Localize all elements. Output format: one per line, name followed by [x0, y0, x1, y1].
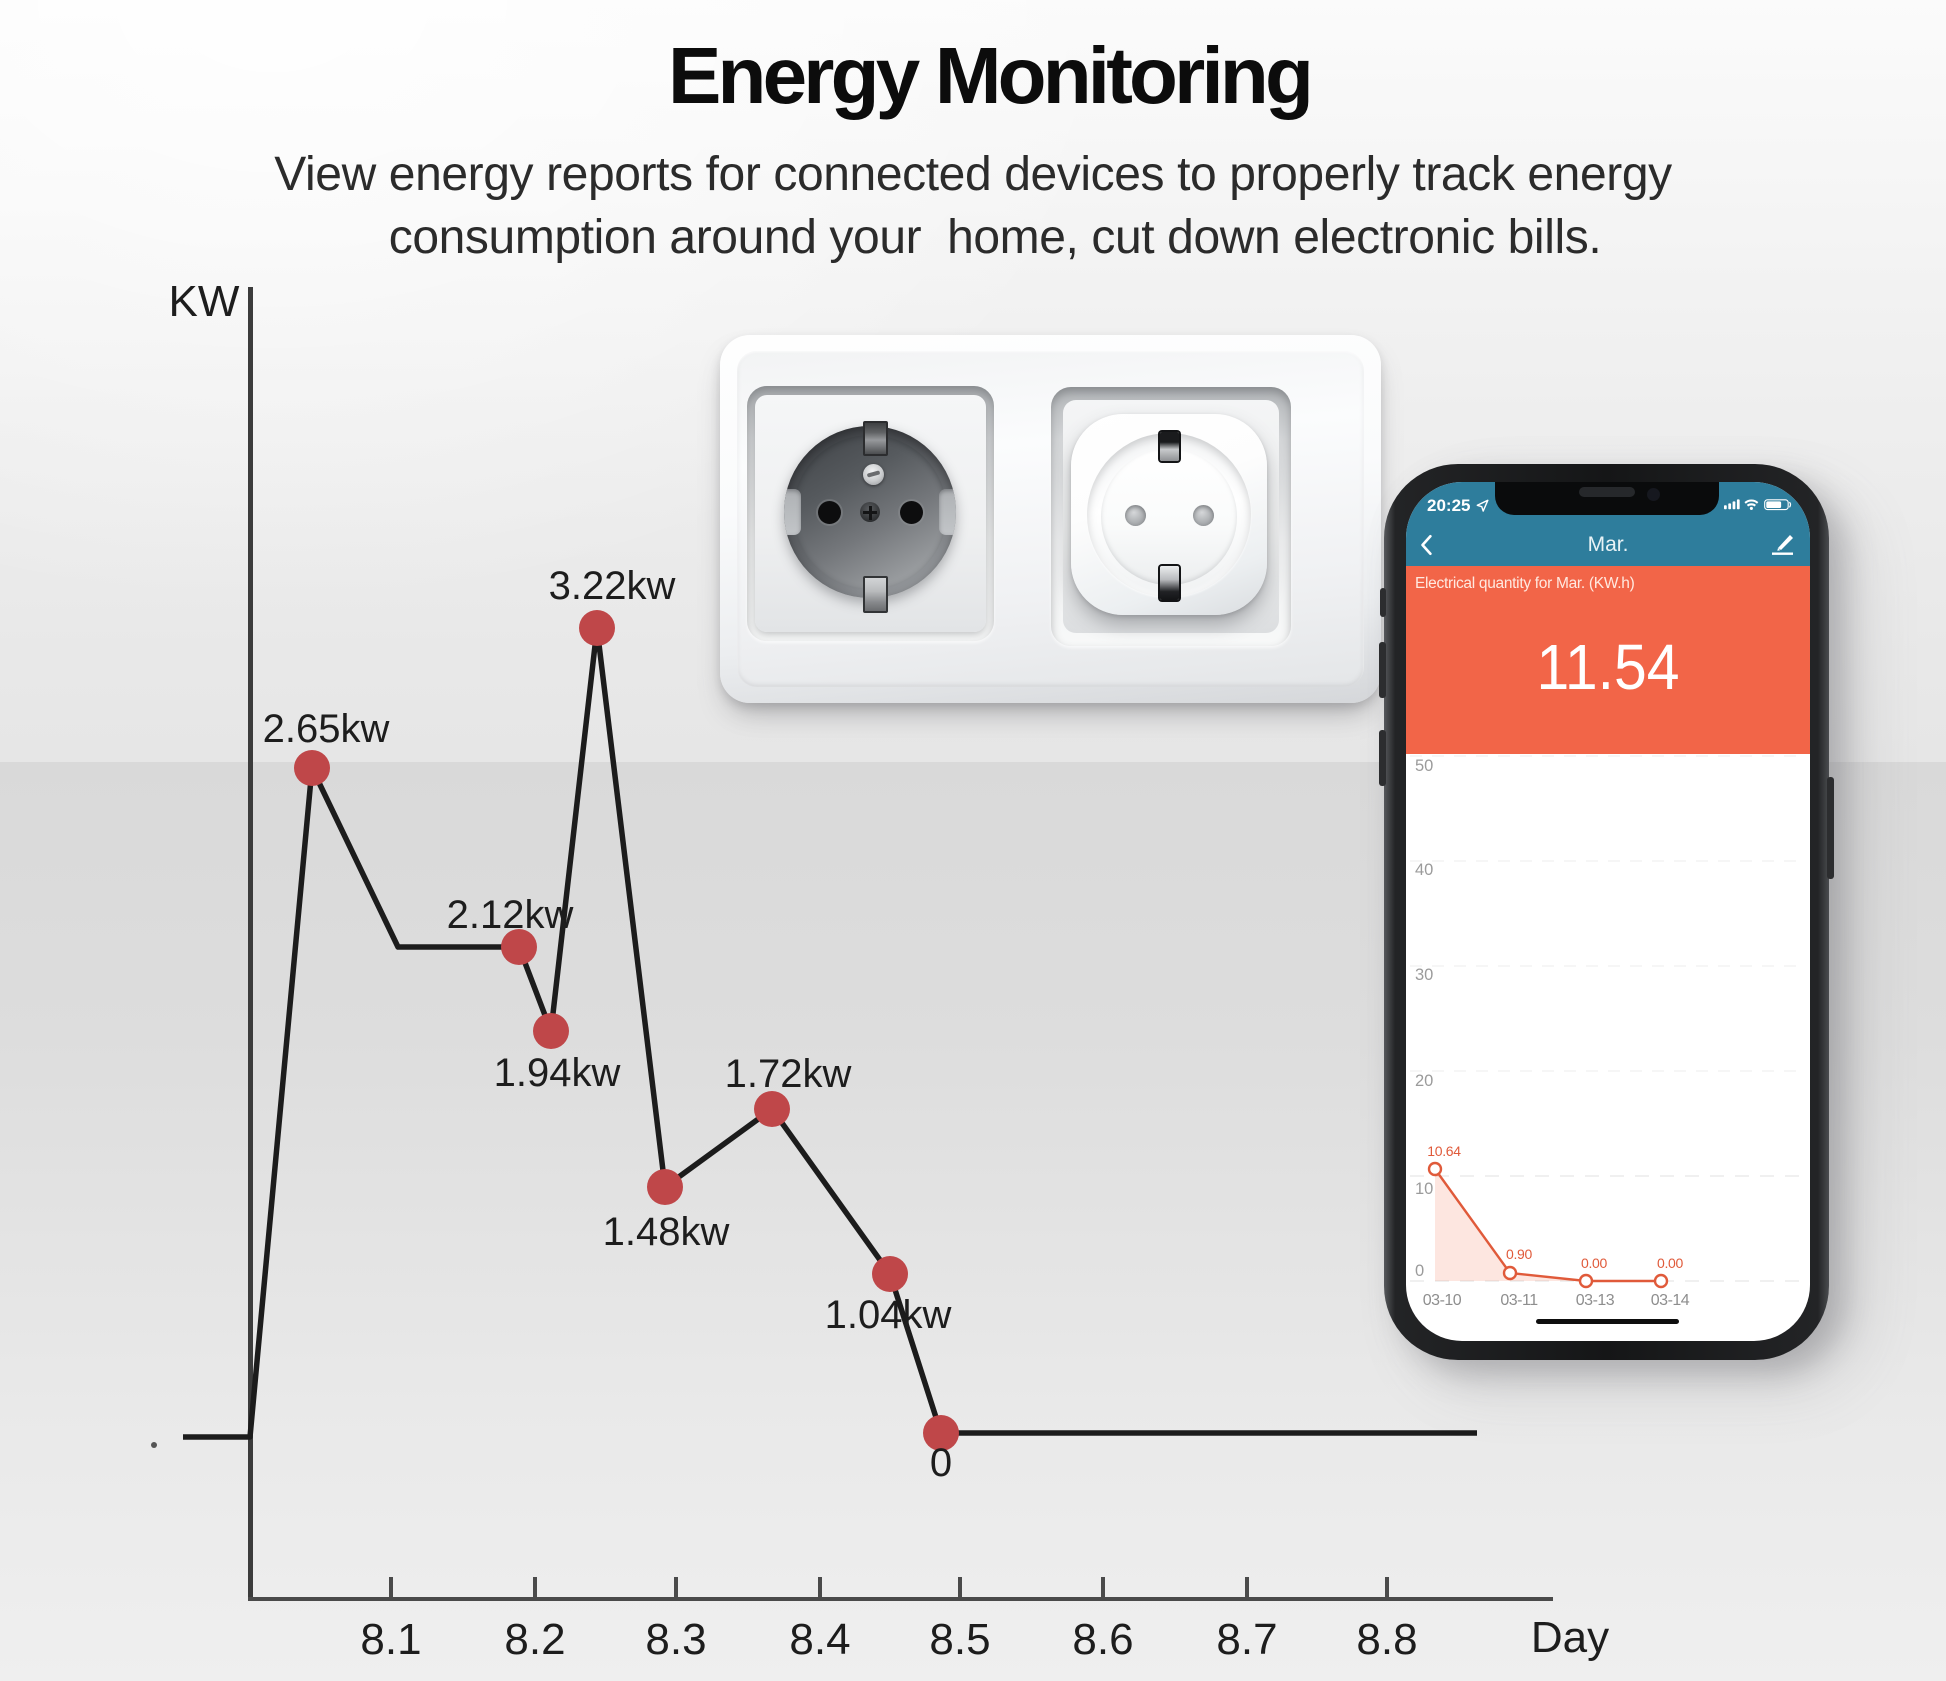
svg-text:2.65kw: 2.65kw: [263, 707, 390, 751]
svg-text:8.2: 8.2: [504, 1615, 565, 1664]
svg-text:2.12kw: 2.12kw: [447, 893, 574, 937]
svg-text:03-10: 03-10: [1423, 1292, 1462, 1309]
svg-text:10.64: 10.64: [1427, 1143, 1461, 1159]
svg-text:0.00: 0.00: [1581, 1255, 1608, 1271]
svg-text:03-14: 03-14: [1651, 1292, 1690, 1309]
svg-text:8.8: 8.8: [1356, 1615, 1417, 1664]
svg-text:8.1: 8.1: [360, 1615, 421, 1664]
svg-text:1.72kw: 1.72kw: [725, 1052, 852, 1096]
svg-text:0.00: 0.00: [1657, 1255, 1684, 1271]
svg-text:1.04kw: 1.04kw: [825, 1293, 952, 1337]
svg-text:40: 40: [1415, 861, 1433, 879]
svg-text:Day: Day: [1531, 1613, 1609, 1662]
svg-text:8.5: 8.5: [929, 1615, 990, 1664]
svg-text:0: 0: [930, 1441, 952, 1485]
svg-text:20: 20: [1415, 1072, 1433, 1090]
svg-text:8.4: 8.4: [789, 1615, 850, 1664]
svg-text:8.6: 8.6: [1072, 1615, 1133, 1664]
svg-text:0.90: 0.90: [1506, 1246, 1533, 1262]
svg-text:50: 50: [1415, 757, 1433, 775]
svg-text:8.7: 8.7: [1216, 1615, 1277, 1664]
svg-text:1.94kw: 1.94kw: [494, 1051, 621, 1095]
svg-text:03-11: 03-11: [1500, 1292, 1538, 1309]
svg-text:03-13: 03-13: [1576, 1292, 1615, 1309]
svg-text:8.3: 8.3: [645, 1615, 706, 1664]
svg-text:10: 10: [1415, 1180, 1433, 1198]
svg-text:30: 30: [1415, 966, 1433, 984]
svg-text:3.22kw: 3.22kw: [549, 564, 676, 608]
svg-text:1.48kw: 1.48kw: [603, 1210, 730, 1254]
svg-text:0: 0: [1415, 1262, 1424, 1280]
svg-text:KW: KW: [169, 277, 240, 326]
